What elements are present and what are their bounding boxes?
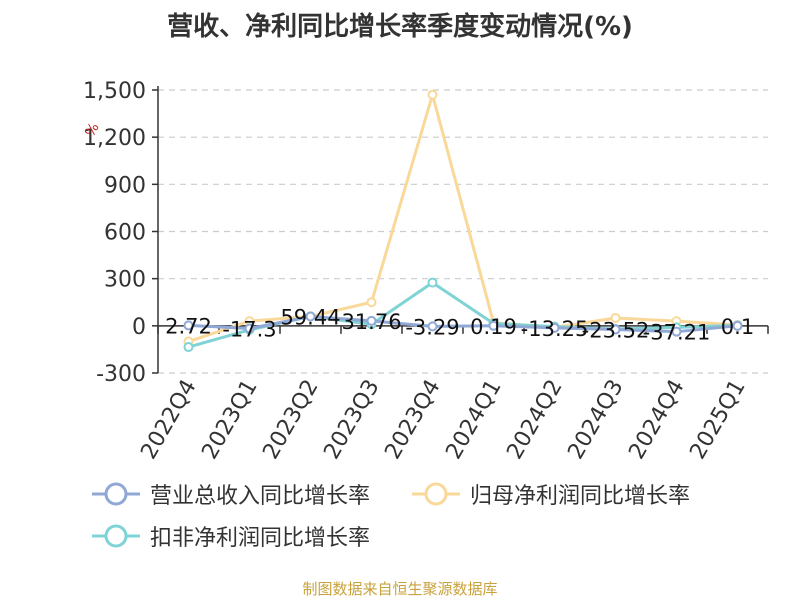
x-tick-label: 2023Q3	[319, 376, 384, 464]
y-tick-label: 0	[132, 315, 146, 340]
x-tick-label: 2024Q2	[502, 376, 567, 464]
x-tick-label: 2023Q4	[380, 376, 445, 464]
data-point-revenue[interactable]	[610, 324, 621, 335]
y-tick-label: 600	[104, 221, 146, 246]
data-point-deducted_profit[interactable]	[427, 277, 438, 288]
data-label: 59.44	[280, 305, 340, 329]
legend-net-profit-icon	[412, 482, 460, 506]
data-point-revenue[interactable]	[671, 326, 682, 337]
data-point-revenue[interactable]	[183, 320, 194, 331]
x-tick-label: 2024Q4	[624, 376, 689, 464]
source-note: 制图数据来自恒生聚源数据库	[302, 580, 498, 598]
data-point-revenue[interactable]	[244, 323, 255, 334]
data-label: 2.72	[165, 314, 212, 338]
series-layer	[183, 89, 743, 353]
legend-deducted-profit[interactable]: 扣非净利润同比增长率	[90, 520, 370, 552]
y-tick-label: 900	[104, 173, 146, 198]
y-tick-label: -300	[96, 362, 146, 387]
legend-net-profit[interactable]: 归母净利润同比增长率	[410, 478, 690, 510]
label-layer: 2.72 -17.359.44 31.76 -3.29 0.19 -13.25-23.52…	[165, 305, 754, 344]
y-tick-label: 300	[104, 268, 146, 293]
chart-title: 营收、净利同比增长率季度变动情况(%)	[167, 12, 633, 42]
legend-revenue[interactable]: 营业总收入同比增长率	[90, 478, 370, 510]
data-label: -3.29	[405, 315, 459, 339]
legend-revenue-icon	[92, 482, 140, 506]
x-tick-label: 2024Q3	[563, 376, 628, 464]
series-line-net_profit	[188, 93, 738, 343]
data-label: -23.52	[582, 319, 650, 343]
series-line-revenue	[188, 314, 738, 334]
y-tick-label: 1,500	[83, 79, 146, 104]
data-point-net_profit[interactable]	[610, 312, 621, 323]
x-tick-label: 2022Q4	[136, 376, 201, 464]
data-point-revenue[interactable]	[427, 321, 438, 332]
data-point-revenue[interactable]	[732, 320, 743, 331]
x-tick-label: 2025Q1	[685, 376, 750, 464]
data-point-revenue[interactable]	[305, 311, 316, 322]
data-point-deducted_profit[interactable]	[183, 342, 194, 353]
data-point-net_profit[interactable]	[427, 89, 438, 100]
data-label: -37.21	[643, 321, 711, 345]
data-label: 0.1	[721, 315, 754, 339]
data-point-revenue[interactable]	[488, 320, 499, 331]
data-label: -17.3	[222, 318, 276, 342]
x-tick-label: 2023Q2	[258, 376, 323, 464]
data-label: 31.76	[341, 310, 401, 334]
legend-deducted-profit-label: 扣非净利润同比增长率	[150, 526, 371, 551]
legend-net-profit-label: 归母净利润同比增长率	[470, 484, 691, 509]
y-tick-label: 1,200	[83, 126, 146, 151]
data-point-net_profit[interactable]	[366, 297, 377, 308]
legend-deducted-profit-icon	[92, 524, 140, 548]
data-point-revenue[interactable]	[366, 315, 377, 326]
x-tick-label: 2024Q1	[441, 376, 506, 464]
grid-layer	[158, 89, 768, 374]
data-label: -13.25	[521, 317, 589, 341]
legend-revenue-label: 营业总收入同比增长率	[150, 484, 371, 509]
data-point-revenue[interactable]	[549, 322, 560, 333]
data-label: 0.19	[470, 315, 517, 339]
x-tick-label: 2023Q1	[197, 376, 262, 464]
